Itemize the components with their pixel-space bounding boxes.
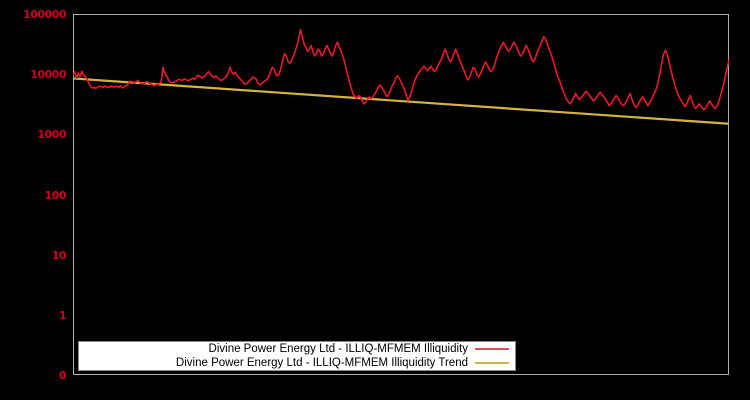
y-axis-tick-label: 10000	[30, 68, 66, 81]
legend-item-label: Divine Power Energy Ltd - ILLIQ-MFMEM Il…	[175, 356, 468, 369]
y-axis-tick-label: 1000	[37, 128, 66, 141]
y-axis-tick-label: 100	[44, 189, 67, 202]
y-axis-tick-label: 0	[58, 369, 67, 382]
chart-legend: Divine Power Energy Ltd - ILLIQ-MFMEM Il…	[78, 341, 516, 371]
y-axis-tick-label: 10	[51, 249, 67, 262]
series-plot	[73, 28, 729, 125]
trend-line-path	[73, 77, 729, 125]
plot-area-frame	[73, 14, 729, 375]
legend-item-illiquidity: Divine Power Energy Ltd - ILLIQ-MFMEM Il…	[79, 342, 515, 356]
legend-item-label: Divine Power Energy Ltd - ILLIQ-MFMEM Il…	[208, 342, 468, 355]
illiquidity-line-path	[73, 28, 729, 111]
legend-swatch-icon	[475, 348, 509, 350]
legend-swatch-icon	[475, 362, 509, 364]
legend-item-illiquidity-trend: Divine Power Energy Ltd - ILLIQ-MFMEM Il…	[79, 356, 515, 370]
y-axis-tick-label: 100000	[23, 8, 66, 21]
y-axis-tick-label: 1	[58, 309, 67, 322]
